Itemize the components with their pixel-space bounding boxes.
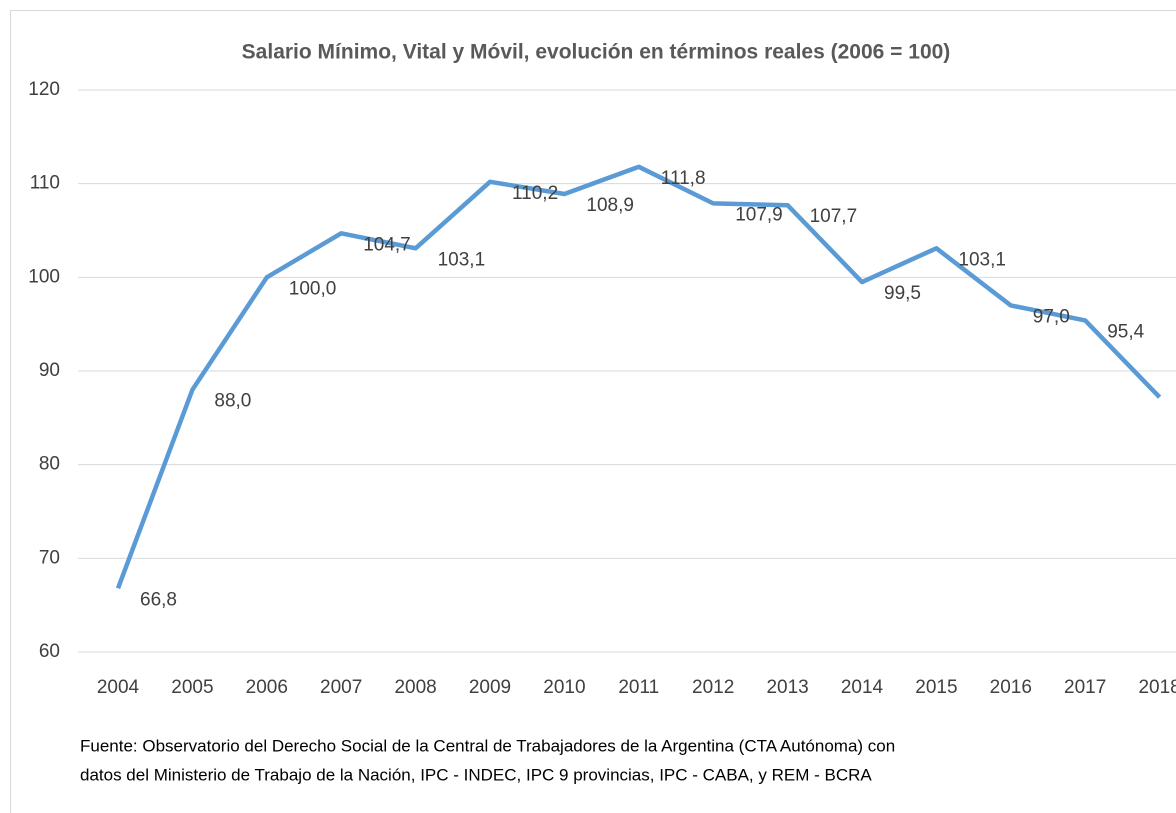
x-tick-label: 2012 bbox=[692, 677, 734, 698]
x-tick-label: 2005 bbox=[171, 677, 213, 698]
y-tick-label: 90 bbox=[39, 360, 60, 381]
x-tick-label: 2004 bbox=[97, 677, 140, 698]
data-label: 99,5 bbox=[884, 283, 921, 304]
data-label: 111,8 bbox=[661, 168, 706, 189]
x-tick-label: 2008 bbox=[394, 677, 436, 698]
data-label: 88,0 bbox=[214, 391, 251, 412]
data-label: 95,4 bbox=[1107, 321, 1144, 342]
source-note: Fuente: Observatorio del Derecho Social … bbox=[80, 736, 895, 755]
x-tick-label: 2007 bbox=[320, 677, 362, 698]
data-label: 107,9 bbox=[735, 204, 783, 225]
x-tick-label: 2006 bbox=[246, 677, 288, 698]
data-label: 97,0 bbox=[1033, 306, 1070, 327]
chart-title: Salario Mínimo, Vital y Móvil, evolución… bbox=[242, 41, 951, 64]
y-tick-label: 100 bbox=[28, 266, 60, 287]
data-label: 107,7 bbox=[810, 206, 858, 227]
data-label: 100,0 bbox=[289, 278, 337, 299]
data-label: 103,1 bbox=[438, 249, 486, 270]
x-tick-label: 2015 bbox=[915, 677, 957, 698]
data-label: 66,8 bbox=[140, 589, 177, 610]
chart-border bbox=[10, 10, 1176, 813]
data-label: 108,9 bbox=[586, 195, 634, 216]
x-tick-label: 2017 bbox=[1064, 677, 1106, 698]
x-tick-label: 2013 bbox=[766, 677, 808, 698]
x-tick-label: 2016 bbox=[990, 677, 1032, 698]
x-tick-label: 2014 bbox=[841, 677, 884, 698]
y-tick-label: 80 bbox=[39, 454, 60, 475]
y-tick-label: 120 bbox=[28, 79, 60, 100]
x-tick-label: 2009 bbox=[469, 677, 511, 698]
y-tick-label: 60 bbox=[39, 641, 60, 662]
x-tick-label: 2010 bbox=[543, 677, 585, 698]
data-label: 110,2 bbox=[512, 183, 558, 204]
source-note: datos del Ministerio de Trabajo de la Na… bbox=[80, 765, 872, 784]
x-tick-label: 2018 bbox=[1138, 677, 1176, 698]
x-tick-label: 2011 bbox=[618, 677, 659, 698]
y-tick-label: 70 bbox=[39, 547, 60, 568]
data-label: 104,7 bbox=[363, 234, 411, 255]
y-tick-label: 110 bbox=[30, 173, 60, 194]
data-label: 103,1 bbox=[958, 249, 1006, 270]
data-line bbox=[115, 164, 1162, 590]
